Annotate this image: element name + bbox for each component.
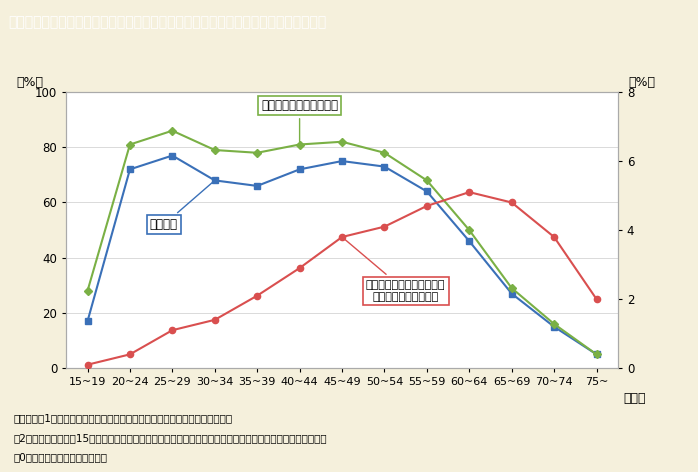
Text: 2．年齢階級ごとの15歳以上人口に占める労働力人口及び自営業主の割合を示している。自営業主には家族: 2．年齢階級ごとの15歳以上人口に占める労働力人口及び自営業主の割合を示している… [14,433,327,443]
Text: （%）: （%） [629,76,655,89]
Text: 自営業主の年齢階級人口に
対する比率（右目盛）: 自営業主の年齢階級人口に 対する比率（右目盛） [344,239,445,302]
Text: 労働力率＋就業希望者率: 労働力率＋就業希望者率 [261,99,338,142]
Text: （%）: （%） [17,76,44,89]
Text: 第１－２－７図　女性の労働力率及び女性の各年齢階級人口に対する自営業主の比率: 第１－２－７図 女性の労働力率及び女性の各年齢階級人口に対する自営業主の比率 [8,16,327,29]
Text: 労働力率: 労働力率 [150,182,213,231]
Text: （歳）: （歳） [623,392,646,405]
Text: 0従業者，内職者は含まない。: 0従業者，内職者は含まない。 [14,452,108,462]
Text: （備考）　1．総務省「労働力調査（詳細集計）」（平成２２年）より作成。: （備考） 1．総務省「労働力調査（詳細集計）」（平成２２年）より作成。 [14,413,233,423]
